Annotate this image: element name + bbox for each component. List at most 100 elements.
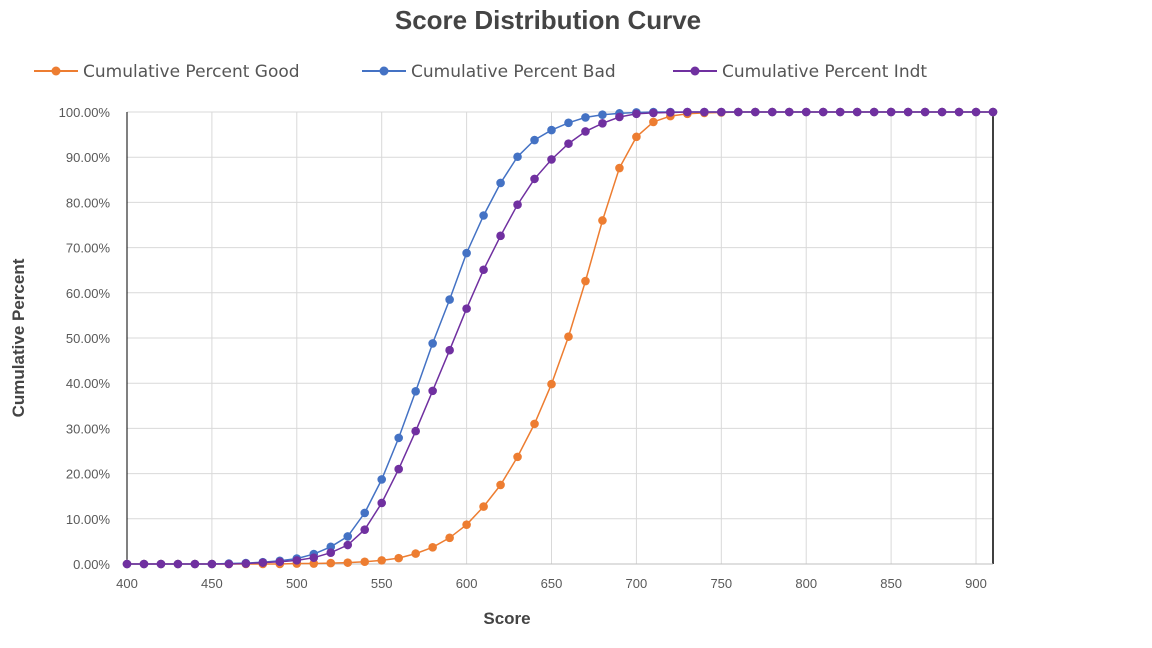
data-point	[394, 464, 403, 474]
data-point	[767, 107, 777, 117]
x-tick-label: 450	[201, 576, 223, 591]
data-point	[615, 163, 624, 173]
x-tick-label: 500	[286, 576, 308, 591]
data-point	[615, 112, 624, 122]
chart-legend: Cumulative Percent Good Cumulative Percen…	[34, 62, 927, 82]
data-point	[173, 559, 183, 569]
data-point	[462, 520, 471, 529]
legend-marker	[379, 66, 389, 76]
y-tick-label: 50.00%	[66, 331, 111, 346]
data-point	[309, 559, 319, 568]
data-point	[547, 125, 556, 135]
data-point	[428, 542, 437, 552]
data-point	[852, 107, 862, 117]
x-tick-label: 400	[116, 576, 138, 591]
data-point	[649, 108, 658, 118]
x-axis-ticks: 400 450 500 550 600 650 700 750 800 850 900	[116, 576, 987, 591]
data-point	[462, 248, 471, 258]
data-point	[717, 107, 726, 117]
y-tick-label: 20.00%	[66, 467, 111, 482]
data-point	[547, 155, 556, 164]
chart-grid	[126, 111, 994, 565]
data-point	[954, 107, 964, 117]
data-point	[241, 559, 251, 568]
data-point	[292, 556, 302, 565]
data-point	[479, 265, 488, 275]
x-tick-label: 650	[541, 576, 563, 591]
data-point	[343, 540, 353, 550]
legend-label: Cumulative Percent Good	[83, 62, 300, 82]
data-point	[258, 558, 268, 567]
data-point	[309, 553, 319, 562]
data-point	[564, 332, 573, 341]
data-point	[886, 107, 896, 117]
data-point	[513, 152, 522, 162]
y-axis-ticks: 0.00% 10.00% 20.00% 30.00% 40.00% 50.00% 60.00…	[59, 105, 111, 572]
data-point	[971, 107, 981, 117]
data-point	[326, 558, 336, 568]
data-point	[666, 108, 675, 117]
legend-item-0: Cumulative Percent Good	[34, 62, 300, 82]
data-point	[530, 135, 539, 145]
data-point	[343, 558, 353, 567]
data-point	[479, 211, 488, 220]
data-point	[428, 339, 437, 348]
data-point	[394, 433, 403, 443]
x-tick-label: 550	[371, 576, 393, 591]
series-line	[127, 111, 993, 565]
x-tick-label: 700	[626, 576, 648, 591]
chart-series	[122, 107, 998, 569]
legend-label: Cumulative Percent Bad	[411, 62, 616, 82]
data-point	[156, 559, 166, 569]
data-point	[598, 110, 607, 120]
data-point	[445, 533, 454, 543]
data-point	[496, 231, 505, 241]
data-point	[343, 532, 353, 541]
data-point	[428, 386, 437, 396]
legend-item-1: Cumulative Percent Bad	[362, 62, 616, 82]
y-tick-label: 90.00%	[66, 150, 111, 165]
x-tick-label: 900	[965, 576, 987, 591]
y-tick-label: 70.00%	[66, 241, 111, 256]
data-point	[564, 139, 573, 148]
x-tick-label: 600	[456, 576, 478, 591]
y-tick-label: 30.00%	[66, 421, 111, 436]
data-point	[801, 107, 811, 117]
data-point	[869, 107, 879, 117]
data-point	[224, 559, 234, 569]
y-tick-label: 80.00%	[66, 195, 111, 210]
data-point	[937, 107, 947, 117]
data-point	[377, 498, 387, 508]
data-point	[632, 132, 641, 142]
data-point	[496, 480, 505, 490]
data-point	[598, 216, 607, 225]
data-point	[733, 107, 743, 117]
data-point	[988, 107, 998, 117]
data-point	[530, 419, 539, 429]
data-point	[360, 557, 370, 567]
x-tick-label: 800	[795, 576, 817, 591]
legend-item-2: Cumulative Percent Indt	[673, 62, 927, 82]
data-point	[581, 113, 590, 122]
data-point	[139, 559, 149, 569]
y-tick-label: 0.00%	[73, 557, 110, 572]
data-point	[207, 559, 217, 569]
data-point	[683, 107, 692, 117]
data-point	[275, 557, 285, 567]
data-point	[581, 127, 590, 136]
data-point	[784, 107, 794, 117]
data-point	[564, 118, 573, 128]
data-point	[513, 200, 522, 209]
data-point	[818, 107, 828, 117]
data-point	[122, 559, 132, 569]
data-point	[190, 559, 200, 569]
y-axis-title: Cumulative Percent	[9, 258, 28, 417]
data-point	[411, 426, 420, 436]
data-point	[632, 109, 641, 119]
data-point	[377, 475, 387, 484]
data-point	[360, 508, 370, 518]
data-point	[377, 556, 387, 565]
legend-marker	[690, 66, 700, 76]
data-point	[462, 304, 471, 313]
